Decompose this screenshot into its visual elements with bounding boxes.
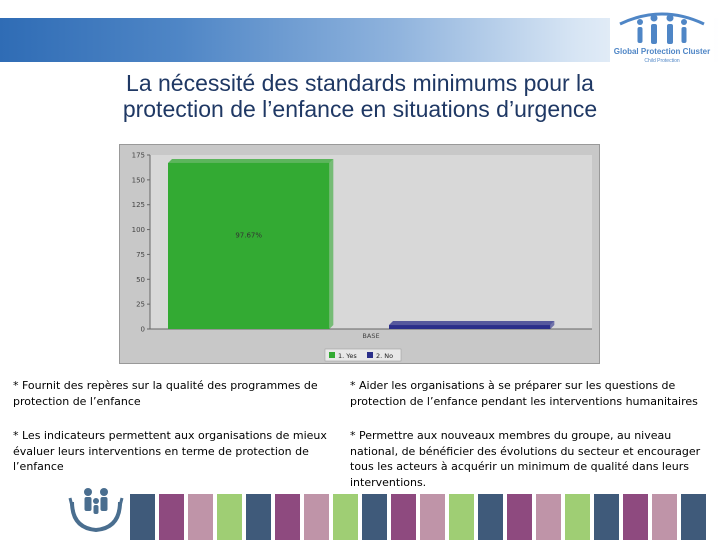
bar-top: [389, 321, 555, 326]
footer-stripe: [159, 494, 184, 540]
footer-stripe: [188, 494, 213, 540]
logo-subtitle: Child Protection: [644, 58, 680, 64]
bar-chart-svg: 0 25 50 75 100 125 150 175 97.67% BASE 1. Yes 2. No: [120, 145, 599, 363]
legend-swatch: [329, 352, 335, 358]
bar-1: [389, 325, 551, 329]
bar-top: [168, 158, 334, 163]
footer-stripe: [304, 494, 329, 540]
footer-stripe: [565, 494, 590, 540]
footer-stripe: [391, 494, 416, 540]
legend-box: [324, 348, 402, 362]
bar-chart: 0 25 50 75 100 125 150 175 97.67% BASE 1. Yes 2. No: [119, 144, 600, 364]
people-logo-icon: [619, 12, 705, 44]
footer-stripe: [594, 494, 619, 540]
footer-stripe: [449, 494, 474, 540]
bar-side: [550, 321, 555, 329]
footer-stripe: [681, 494, 706, 540]
family-hands-icon: [68, 488, 124, 533]
legend-entry: 2. No: [376, 352, 393, 360]
footer-stripe: [478, 494, 503, 540]
x-tick-label: BASE: [362, 332, 379, 340]
y-tick-label: 0: [141, 326, 145, 334]
bar-side: [329, 158, 334, 329]
note-3: * Les indicateurs permettent aux organis…: [13, 429, 327, 473]
footer-stripe: [420, 494, 445, 540]
footer-stripe: [507, 494, 532, 540]
y-tick-label: 50: [136, 276, 145, 284]
footer-color-strip: [130, 494, 706, 540]
footer-stripe: [362, 494, 387, 540]
note-2: * Aider les organisations à se préparer …: [350, 379, 698, 408]
slide-title: La nécessité des standards minimums pour…: [40, 70, 680, 122]
bar-data-label: 97.67%: [235, 232, 262, 240]
y-tick-label: 100: [132, 226, 145, 234]
footer-stripe: [623, 494, 648, 540]
global-protection-cluster-logo: Global Protection Cluster Child Protecti…: [610, 6, 714, 68]
note-4: * Permettre aux nouveaux membres du grou…: [350, 429, 701, 489]
y-tick-label: 75: [136, 251, 145, 259]
legend-swatch: [367, 352, 373, 358]
legend-entry: 1. Yes: [338, 352, 357, 360]
y-tick-label: 150: [132, 176, 145, 184]
note-1: * Fournit des repères sur la qualité des…: [13, 379, 318, 408]
y-tick-label: 125: [132, 201, 145, 209]
bar-0: [168, 162, 330, 329]
footer-stripe: [217, 494, 242, 540]
slide-title-line-1: La nécessité des standards minimums pour…: [126, 70, 594, 96]
footer-stripe: [130, 494, 155, 540]
header-band: [0, 18, 720, 62]
slide-title-line-2: protection de l’enfance en situations d’…: [122, 96, 598, 122]
logo-title: Global Protection Cluster: [613, 47, 711, 56]
y-tick-label: 25: [136, 301, 145, 309]
footer-stripe: [275, 494, 300, 540]
y-tick-label: 175: [132, 152, 145, 160]
footer-stripe: [333, 494, 358, 540]
footer-stripe: [536, 494, 561, 540]
footer-stripe: [652, 494, 677, 540]
footer-stripe: [246, 494, 271, 540]
